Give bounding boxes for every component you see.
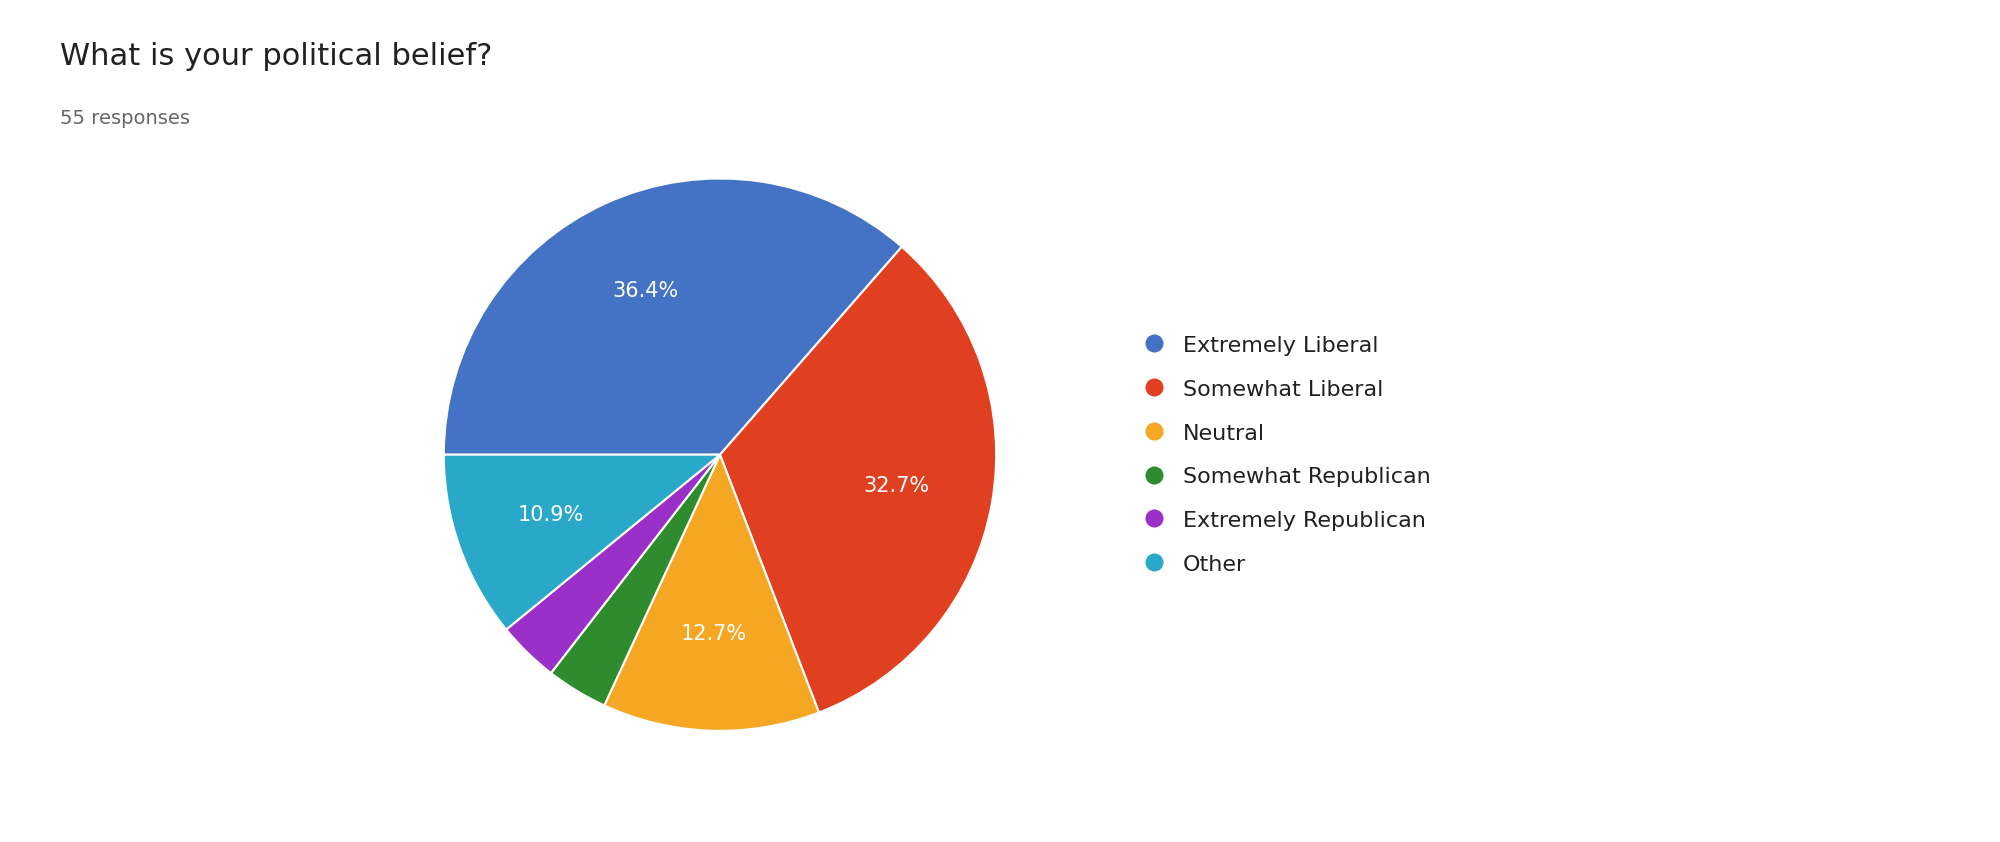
Text: What is your political belief?: What is your political belief?	[60, 42, 492, 71]
Text: 36.4%: 36.4%	[612, 281, 678, 301]
Legend: Extremely Liberal, Somewhat Liberal, Neutral, Somewhat Republican, Extremely Rep: Extremely Liberal, Somewhat Liberal, Neu…	[1132, 323, 1442, 586]
Wedge shape	[604, 455, 818, 731]
Wedge shape	[506, 455, 720, 673]
Text: 10.9%: 10.9%	[518, 505, 584, 525]
Wedge shape	[444, 179, 902, 455]
Wedge shape	[720, 247, 996, 712]
Wedge shape	[444, 455, 720, 630]
Text: 32.7%: 32.7%	[864, 476, 930, 496]
Wedge shape	[550, 455, 720, 706]
Text: 55 responses: 55 responses	[60, 109, 190, 129]
Text: 12.7%: 12.7%	[682, 624, 748, 644]
